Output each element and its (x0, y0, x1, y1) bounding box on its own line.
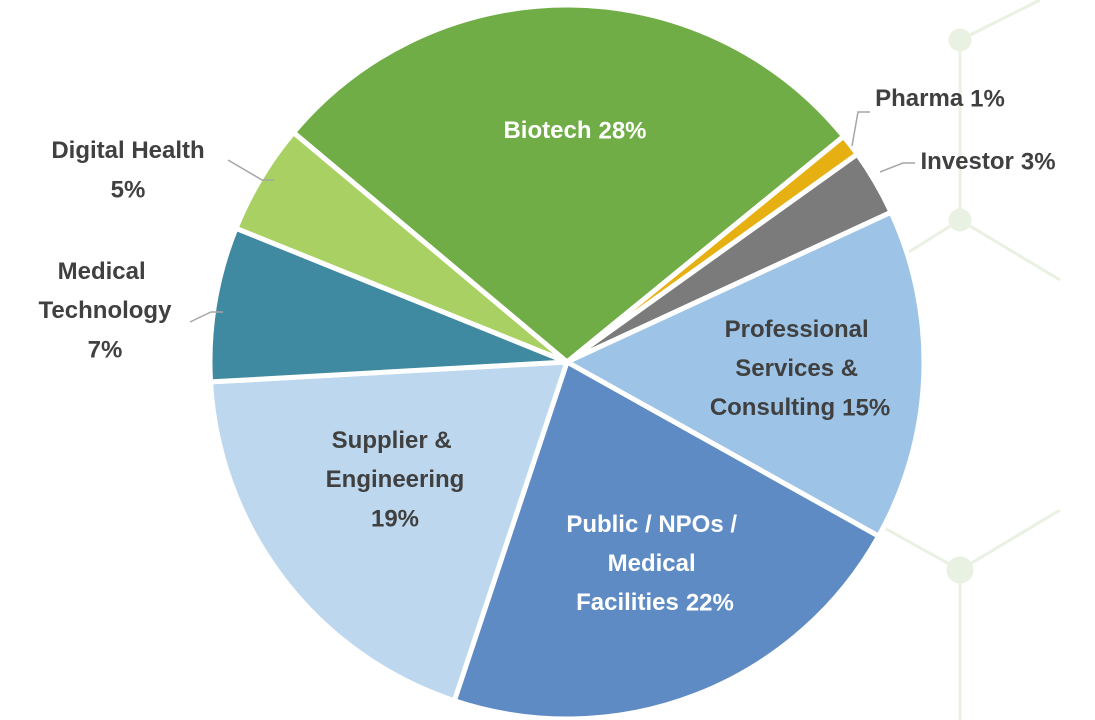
value-label: 7% (88, 336, 123, 363)
pie-slice (564, 209, 927, 539)
slice-label: Pharma (875, 85, 964, 112)
background-pattern (869, 0, 1061, 720)
slice-label: Digital Health (51, 137, 204, 164)
leader-line (189, 311, 223, 323)
pie-slice (233, 130, 570, 365)
leader-line (851, 111, 870, 147)
value-label: 5% (111, 176, 146, 203)
pie-slice (291, 2, 847, 365)
value-label: 1% (970, 85, 1005, 112)
value-label: 15% (842, 394, 890, 421)
value-label: 28% (598, 117, 646, 144)
leader-line (227, 159, 274, 181)
pie-slice (451, 359, 882, 720)
slice-label: Investor (920, 148, 1013, 175)
value-label: 22% (686, 589, 734, 616)
pie-slice (207, 225, 570, 385)
slice-label: Supplier & Engineering (326, 427, 465, 493)
slice-label: Medical Technology (39, 258, 173, 324)
leader-line (879, 162, 915, 173)
slice-label: Professional Services & Consulting (710, 316, 876, 421)
slice-label: Biotech (503, 117, 591, 144)
slice-label: Public / NPOs / Medical Facilities (566, 511, 743, 616)
value-label: 19% (371, 505, 419, 532)
pie-slice (208, 359, 570, 704)
value-label: 3% (1021, 148, 1056, 175)
